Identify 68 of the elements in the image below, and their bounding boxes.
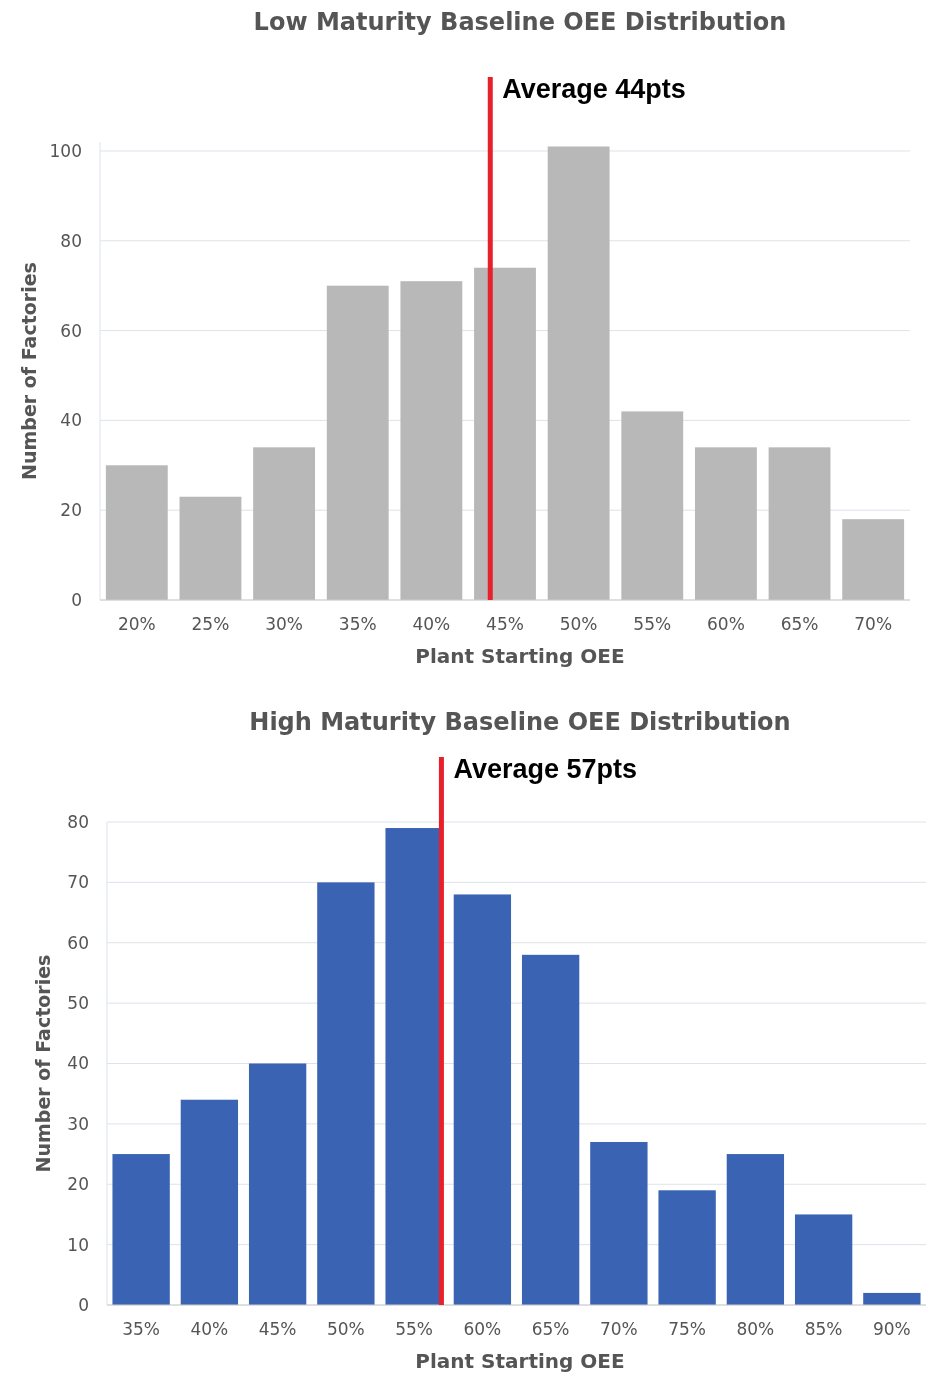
x-tick-label: 90%: [872, 1319, 911, 1339]
bar: [317, 882, 375, 1305]
y-tick-label: 70: [67, 872, 89, 893]
bar: [400, 281, 463, 600]
x-tick-label: 25%: [191, 614, 230, 634]
x-tick-label: 40%: [190, 1319, 229, 1339]
bar: [768, 447, 831, 600]
y-tick-label: 60: [60, 320, 82, 341]
y-tick-label: 40: [67, 1053, 89, 1074]
x-tick-label: 60%: [707, 614, 745, 634]
bar: [794, 1214, 853, 1305]
bar: [474, 267, 536, 600]
y-tick-label: 20: [67, 1174, 89, 1195]
y-tick-label: 80: [67, 811, 89, 832]
x-tick-label: 45%: [258, 1319, 297, 1339]
y-tick-label: 20: [60, 500, 82, 521]
ref-line-label: Average 57pts: [453, 754, 638, 784]
bar: [621, 411, 684, 600]
x-tick-label: 40%: [412, 614, 451, 634]
x-tick-label: 20%: [117, 614, 156, 634]
x-tick-label: 55%: [395, 1319, 434, 1339]
x-tick-label: 65%: [780, 614, 819, 634]
x-tick-label: 75%: [668, 1319, 707, 1339]
x-tick-label: 65%: [531, 1319, 570, 1339]
bar: [253, 447, 316, 600]
x-tick-label: 30%: [265, 614, 303, 634]
bar: [547, 146, 610, 600]
x-axis-title: Plant Starting OEE: [415, 1349, 625, 1373]
y-tick-label: 30: [67, 1113, 89, 1134]
y-tick-label: 40: [60, 410, 82, 431]
y-tick-label: 0: [78, 1294, 89, 1315]
bar: [112, 1154, 170, 1305]
chart-title: High Maturity Baseline OEE Distribution: [249, 708, 791, 736]
bar: [694, 447, 757, 600]
x-axis-title: Plant Starting OEE: [415, 644, 625, 668]
bar: [658, 1190, 716, 1305]
x-tick-label: 50%: [326, 1319, 365, 1339]
y-tick-label: 80: [60, 230, 82, 251]
ref-line-label: Average 44pts: [502, 74, 686, 104]
chart-title: Low Maturity Baseline OEE Distribution: [253, 8, 787, 36]
y-tick-label: 60: [67, 932, 89, 953]
x-tick-label: 55%: [633, 614, 672, 634]
y-tick-label: 50: [67, 993, 89, 1014]
y-axis-title: Number of Factories: [32, 954, 54, 1173]
bar: [105, 465, 168, 600]
x-tick-label: 70%: [854, 614, 893, 634]
bar: [863, 1292, 921, 1306]
y-tick-label: 0: [71, 589, 82, 610]
x-tick-label: 45%: [486, 614, 524, 634]
x-tick-label: 50%: [559, 614, 598, 634]
bar: [179, 496, 242, 600]
bar: [521, 954, 580, 1305]
y-tick-label: 10: [67, 1234, 89, 1255]
y-tick-label: 100: [49, 140, 82, 161]
bar: [180, 1099, 239, 1305]
bar: [842, 519, 905, 600]
bar: [453, 894, 512, 1305]
x-tick-label: 35%: [338, 614, 377, 634]
bar: [326, 285, 389, 600]
x-tick-label: 70%: [599, 1319, 638, 1339]
x-tick-label: 80%: [736, 1319, 775, 1339]
bar: [248, 1063, 307, 1305]
bar: [726, 1154, 785, 1305]
bar: [590, 1141, 648, 1305]
x-tick-label: 35%: [122, 1319, 161, 1339]
y-axis-title: Number of Factories: [18, 262, 40, 480]
x-tick-label: 60%: [463, 1319, 502, 1339]
x-tick-label: 85%: [804, 1319, 843, 1339]
